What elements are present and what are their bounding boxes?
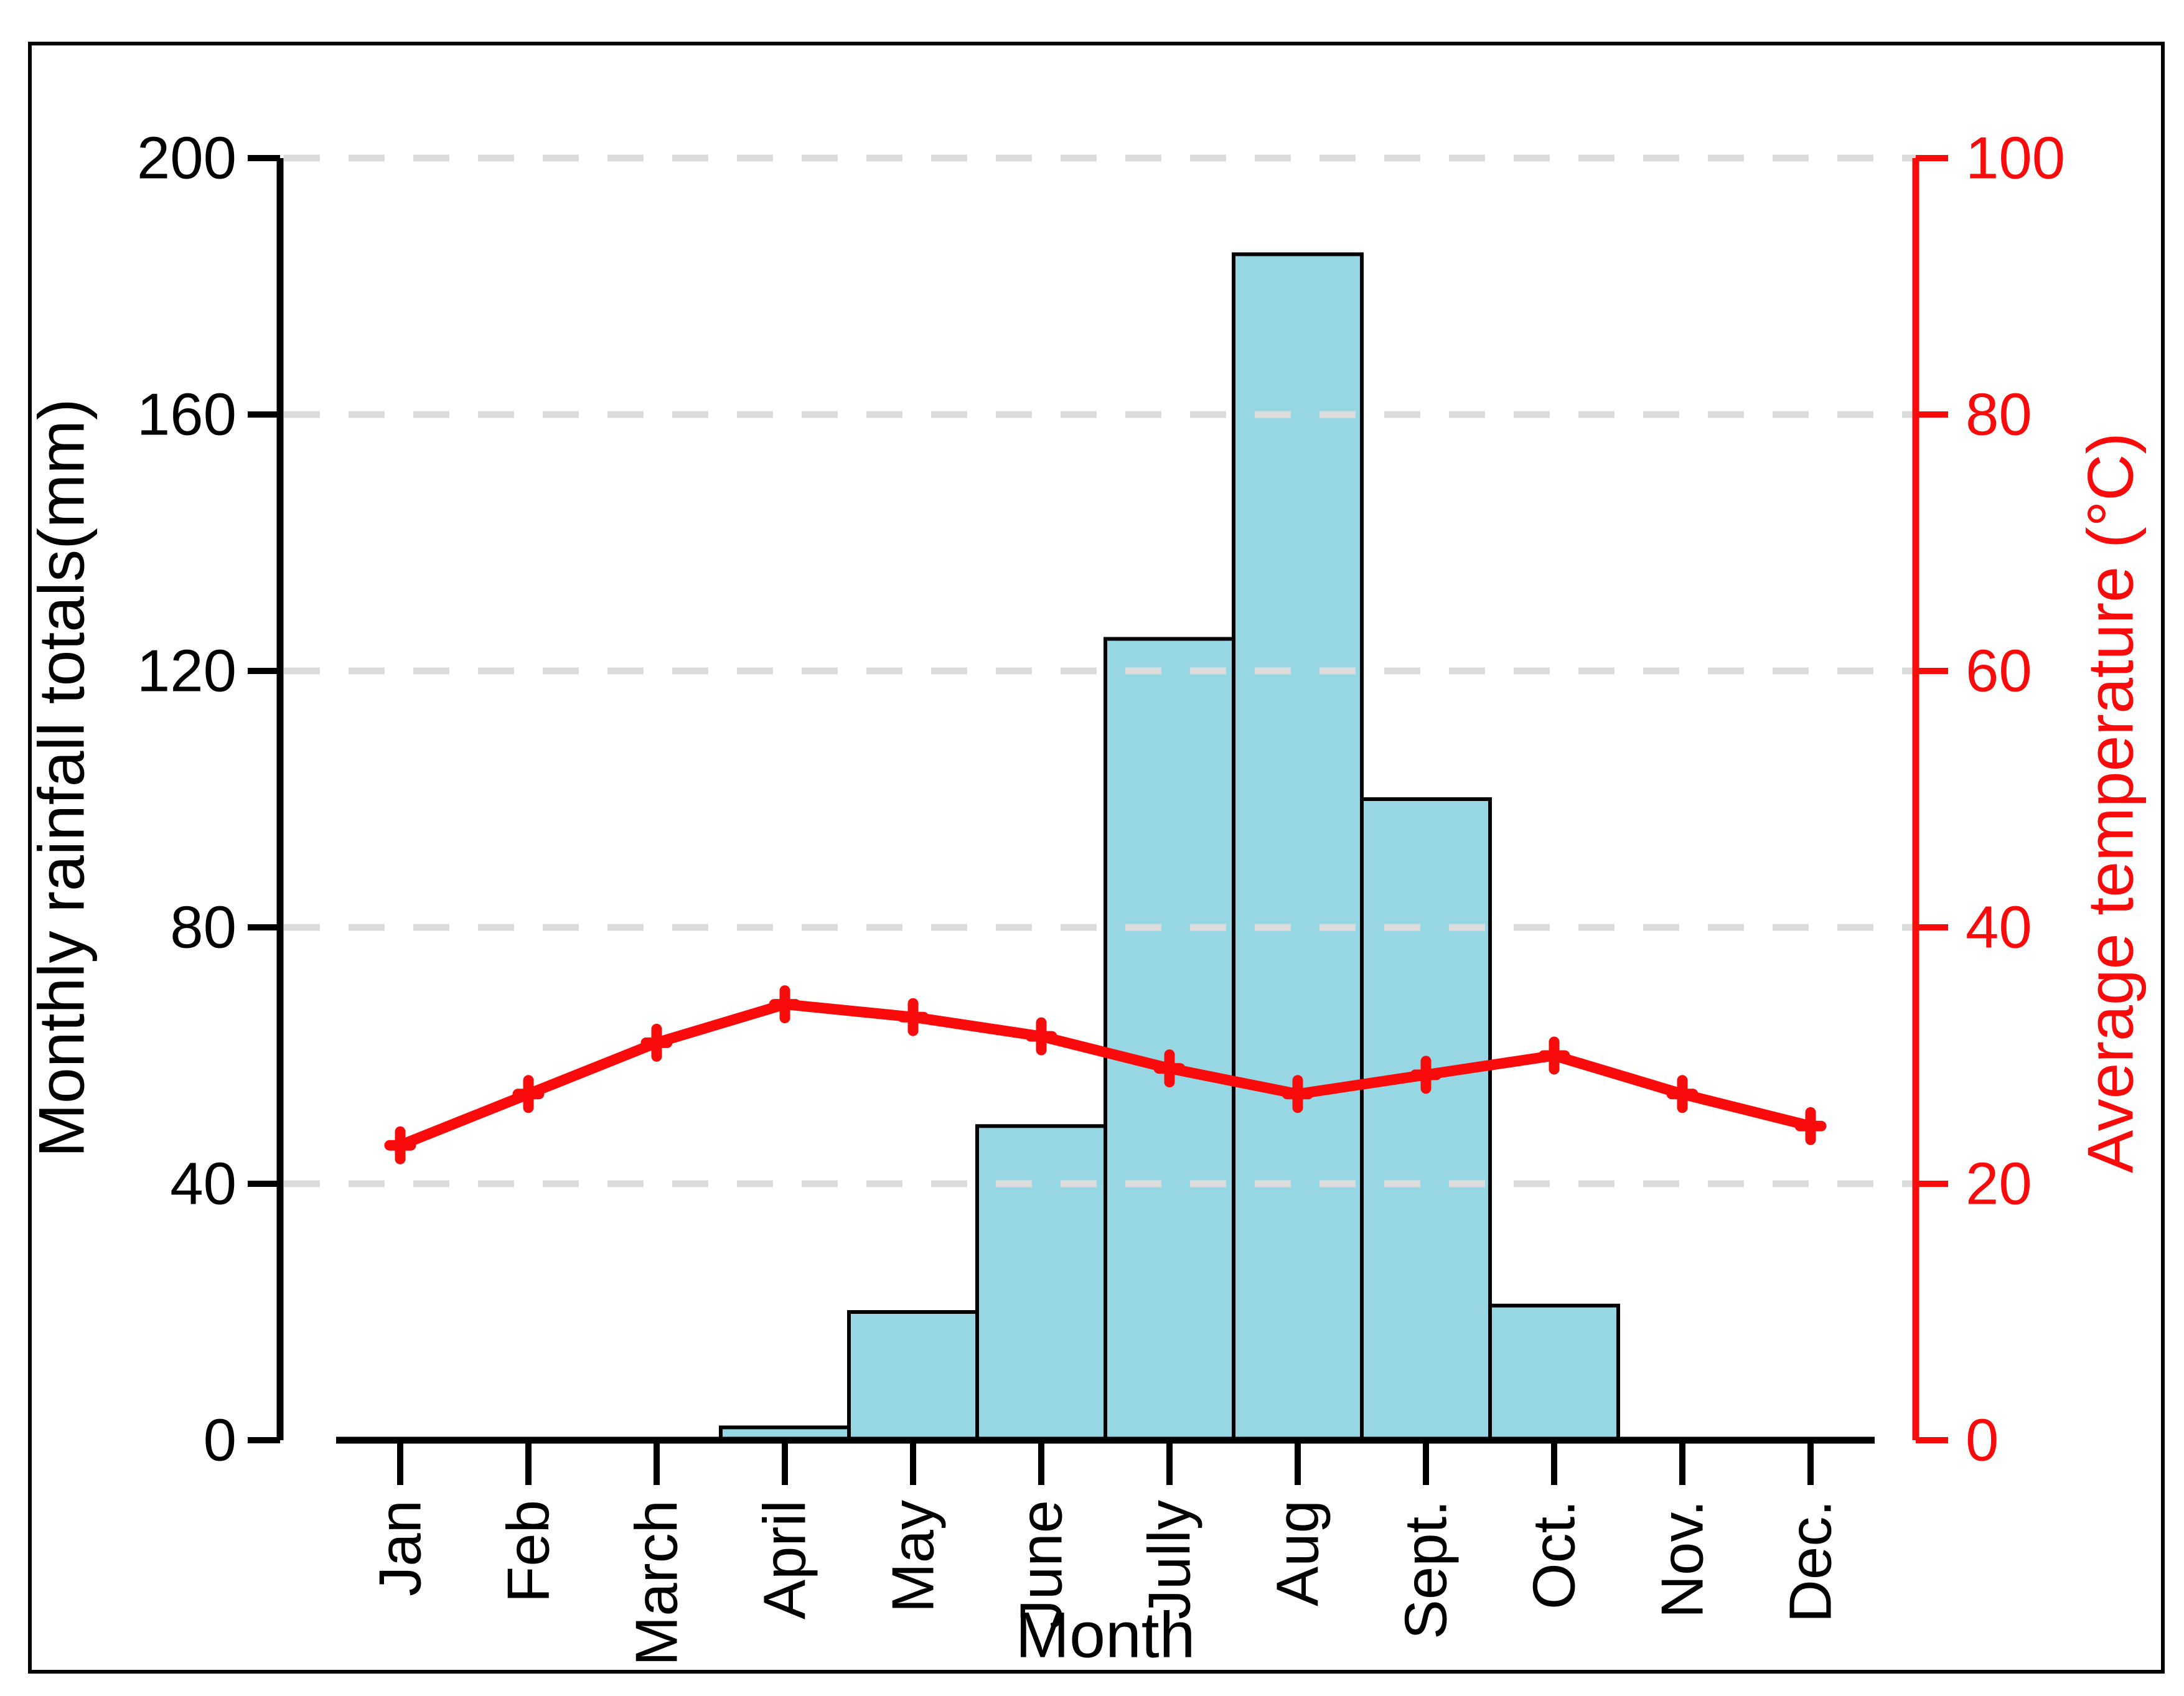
figure-border [28,42,2165,1674]
left-axis-tick-label-160: 160 [137,382,237,448]
rainfall-bar-Sept. [1360,797,1492,1442]
right-axis-title: Average temperature (°C) [2074,433,2147,1173]
rainfall-bar-Oct. [1488,1303,1620,1442]
x-tick-label-June: June [1008,1500,1075,1629]
x-tick-label-Feb: Feb [495,1500,562,1603]
x-tick-label-March: March [624,1500,690,1666]
right-axis-tick-label-20: 20 [1966,1151,2032,1217]
left-axis-tick-label-80: 80 [170,894,237,961]
right-axis-tick-label-60: 60 [1966,638,2032,705]
x-tick-label-Oct.: Oct. [1521,1500,1588,1609]
left-axis-tick-label-40: 40 [170,1151,237,1217]
right-axis-tick-label-40: 40 [1966,894,2032,961]
left-axis-tick-label-0: 0 [204,1407,237,1474]
x-tick-label-April: April [752,1500,818,1619]
x-tick-label-Sept.: Sept. [1393,1500,1460,1639]
right-axis-tick-label-100: 100 [1966,125,2065,192]
rainfall-bar-May [847,1310,979,1442]
rainfall-bar-June [975,1124,1107,1443]
x-tick-label-Dec.: Dec. [1778,1500,1844,1623]
rainfall-bar-Aug [1232,252,1364,1442]
left-axis-title: Monthly rainfall totals(mm) [26,398,98,1158]
left-axis-tick-label-120: 120 [137,638,237,705]
right-axis-tick-label-0: 0 [1966,1407,1999,1474]
x-tick-label-Jully: Jully [1137,1500,1203,1619]
x-tick-label-Jan: Jan [367,1500,434,1596]
x-tick-label-May: May [880,1500,947,1613]
left-axis-tick-label-200: 200 [137,125,237,192]
x-tick-label-Nov.: Nov. [1649,1500,1716,1618]
x-axis-title: Month [1015,1599,1196,1672]
rainfall-bar-Jully [1104,637,1235,1442]
x-tick-label-Aug: Aug [1265,1500,1331,1606]
right-axis-tick-label-80: 80 [1966,382,2032,448]
temperature-line [395,999,1816,1151]
